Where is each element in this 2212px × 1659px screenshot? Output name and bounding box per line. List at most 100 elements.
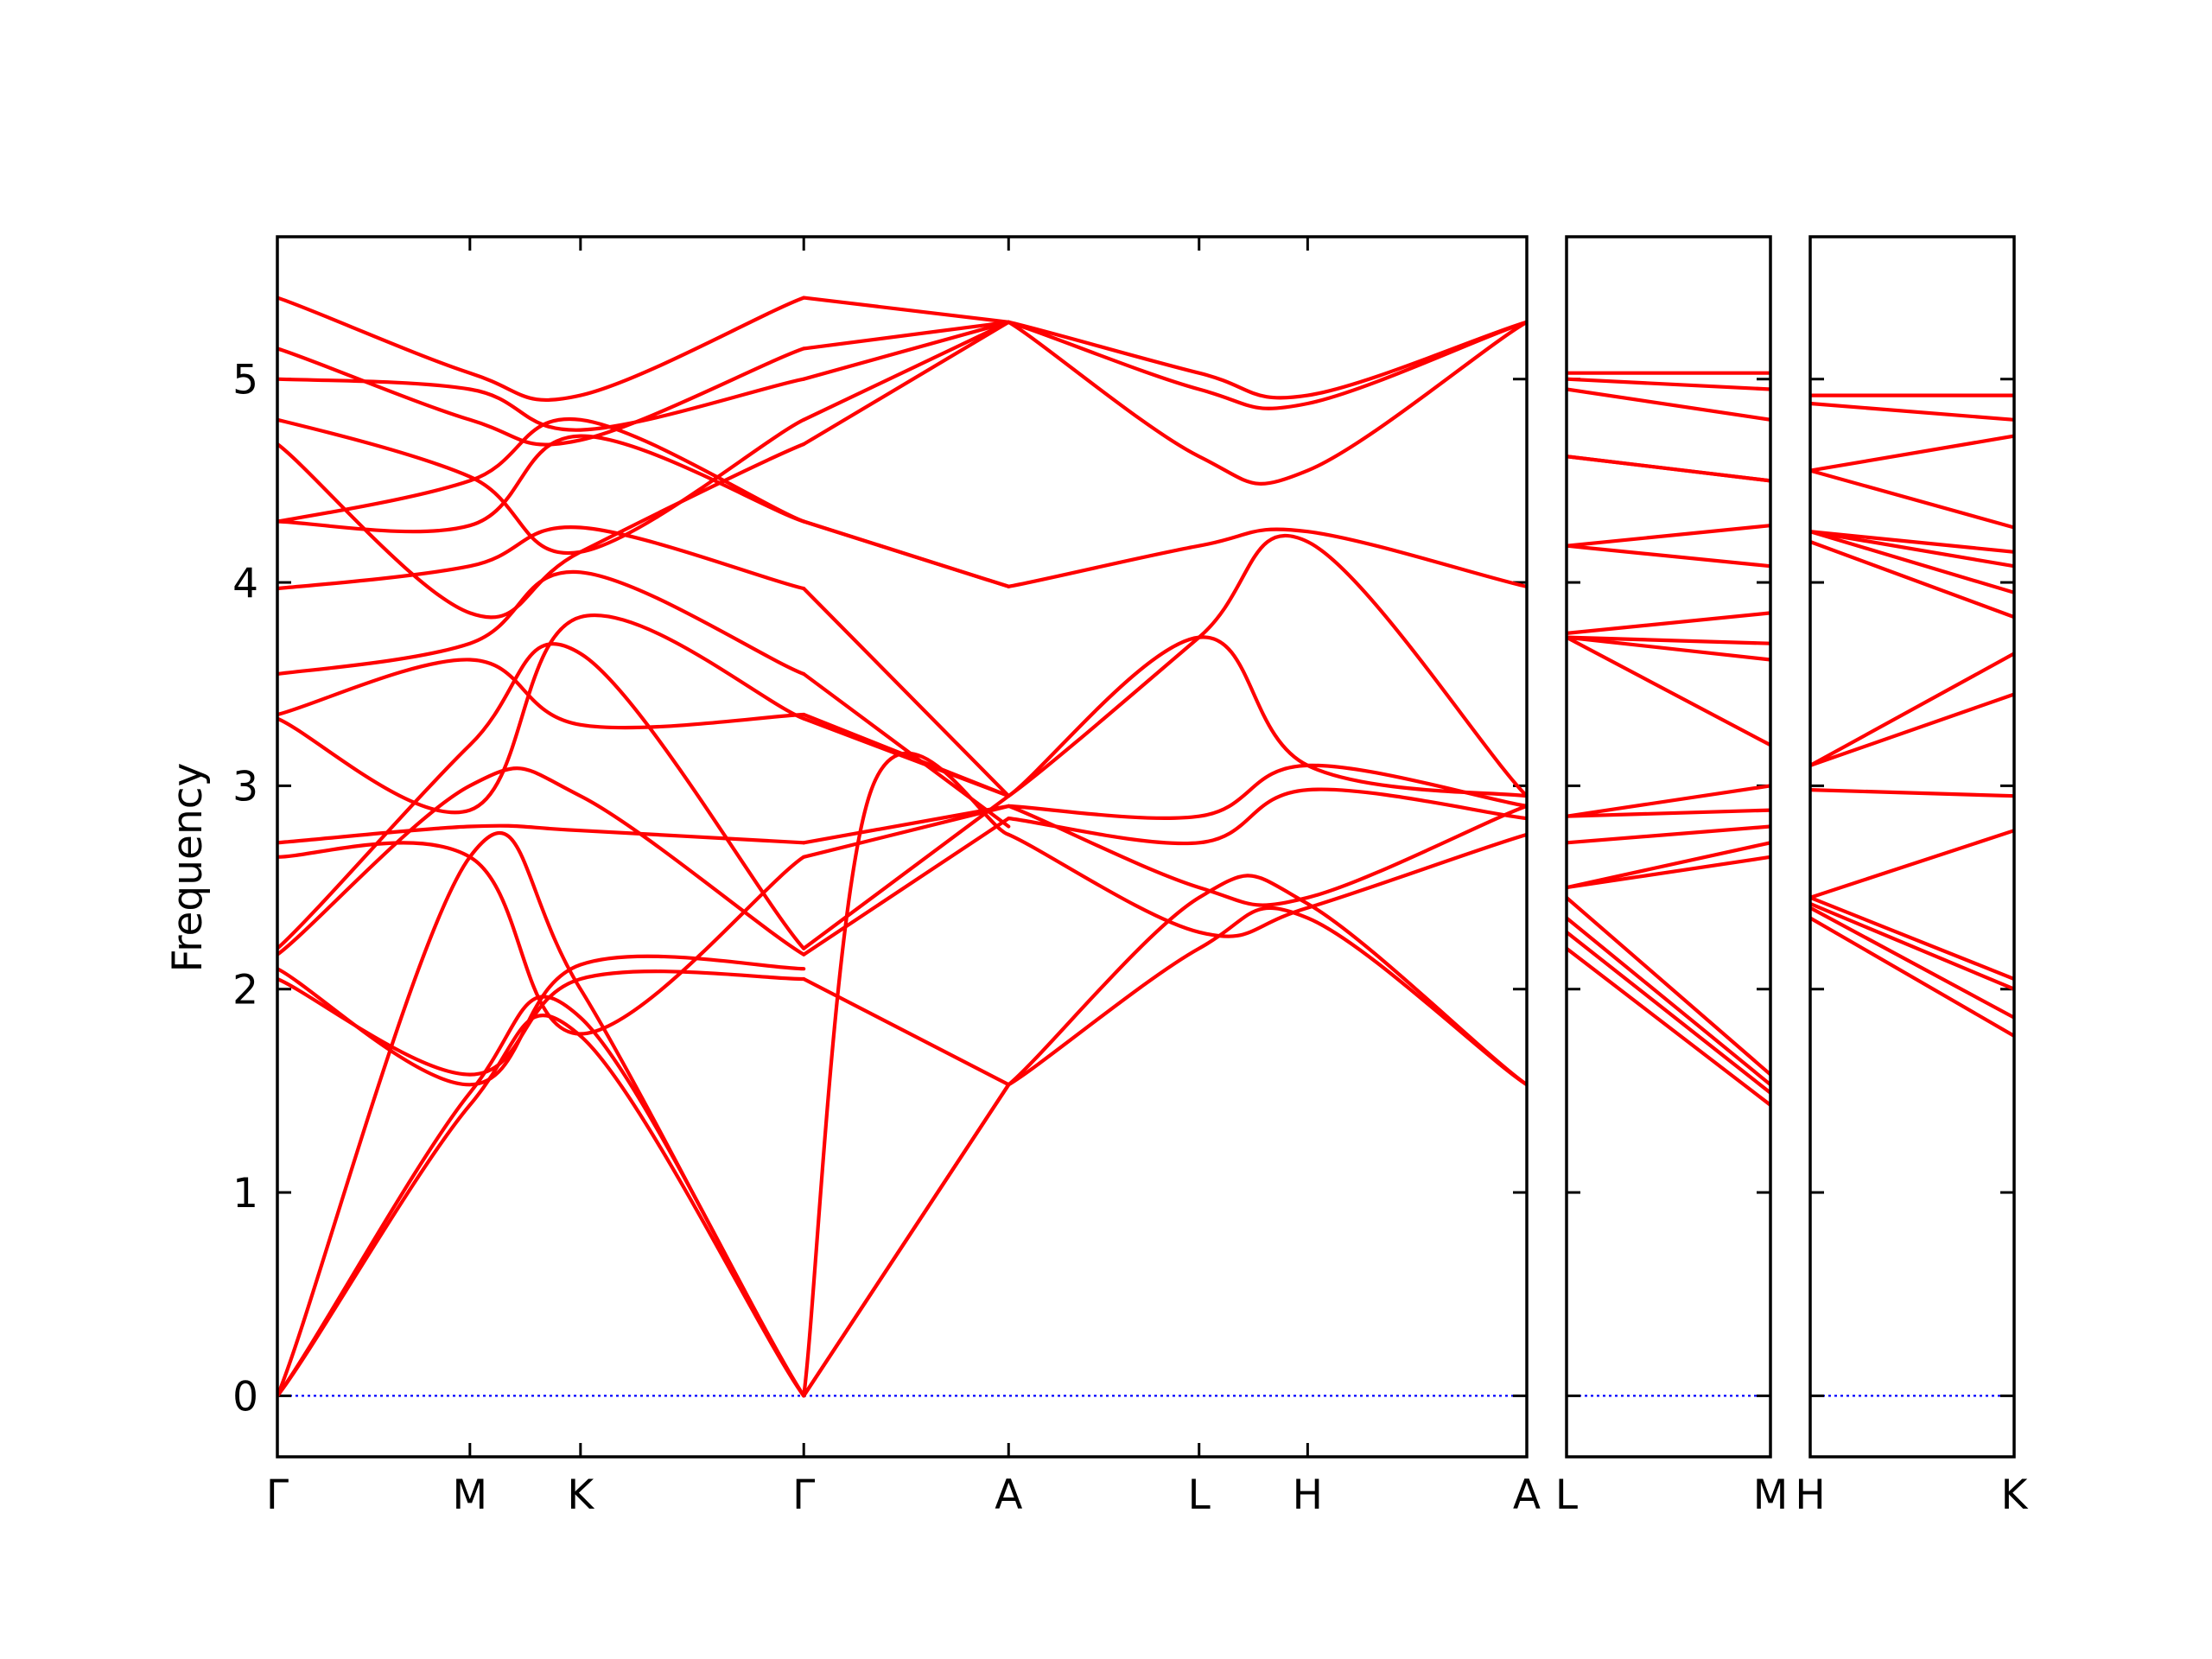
phonon-band-19 bbox=[802, 804, 1011, 845]
phonon-band-14 bbox=[1810, 434, 2014, 473]
phonon-band-13 bbox=[1567, 611, 1770, 635]
x-tick-label: H bbox=[1293, 1471, 1323, 1519]
phonon-band-29 bbox=[802, 519, 1011, 588]
phonon-band-36 bbox=[802, 320, 1011, 422]
phonon-band-10 bbox=[1810, 530, 2014, 594]
phonon-band-9 bbox=[1810, 539, 2014, 620]
x-tick-label: Γ bbox=[792, 1471, 815, 1519]
phonon-band-39 bbox=[802, 296, 1011, 324]
phonon-band-41 bbox=[1007, 874, 1527, 1087]
phonon-band-18 bbox=[1567, 387, 1770, 422]
x-tick-label: H bbox=[1795, 1471, 1825, 1519]
phonon-band-11 bbox=[802, 976, 1011, 1087]
band-group bbox=[1810, 393, 2014, 1038]
phonon-band-3 bbox=[1810, 901, 2014, 991]
phonon-band-51 bbox=[1007, 320, 1527, 400]
phonon-band-18 bbox=[802, 804, 1011, 859]
phonon-band-15 bbox=[277, 823, 806, 845]
phonon-band-35 bbox=[802, 320, 1011, 447]
phonon-band-13 bbox=[1810, 468, 2014, 530]
phonon-band-16 bbox=[277, 613, 806, 815]
phonon-band-19 bbox=[1567, 377, 1770, 391]
y-axis-label: Frequency bbox=[164, 763, 212, 973]
band-group bbox=[1567, 371, 1770, 1107]
phonon-band-10 bbox=[1567, 635, 1770, 747]
phonon-band-10 bbox=[277, 642, 806, 950]
phonon-band-8 bbox=[1567, 808, 1770, 818]
phonon-band-3 bbox=[1567, 916, 1770, 1087]
x-tick-label: M bbox=[1753, 1471, 1789, 1519]
phonon-band-6 bbox=[1810, 788, 2014, 798]
phonon-band-8 bbox=[1810, 652, 2014, 767]
phonon-band-15 bbox=[1567, 524, 1770, 548]
x-tick-label: M bbox=[453, 1471, 488, 1519]
y-tick-label: 0 bbox=[232, 1373, 258, 1421]
phonon-band-1 bbox=[1567, 946, 1770, 1107]
phonon-band-1 bbox=[1810, 916, 2014, 1038]
phonon-band-27 bbox=[802, 587, 1011, 798]
phonon-band-4 bbox=[1567, 895, 1770, 1077]
phonon-band-9 bbox=[1567, 784, 1770, 818]
panel-frame bbox=[276, 235, 1529, 1459]
phonon-band-7 bbox=[1567, 824, 1770, 845]
phonon-band-26 bbox=[802, 671, 1011, 829]
x-tick-label: K bbox=[567, 1471, 594, 1519]
phonon-band-47 bbox=[1007, 534, 1527, 798]
phonon-band-33 bbox=[277, 346, 806, 447]
phonon-band-12 bbox=[1567, 635, 1770, 645]
panel-frame bbox=[1565, 235, 1772, 1459]
phonon-band-34 bbox=[277, 296, 806, 403]
x-tick-label: L bbox=[1555, 1471, 1578, 1519]
phonon-band-24 bbox=[277, 434, 806, 534]
phonon-band-7 bbox=[277, 969, 806, 1077]
phonon-band-4 bbox=[1810, 895, 2014, 982]
phonon-band-2 bbox=[1567, 930, 1770, 1095]
phonon-band-38 bbox=[802, 320, 1011, 351]
panel-1: 0 1 2 3 4 5 Γ M K Γ A L H A bbox=[232, 235, 1541, 1519]
phonon-band-17 bbox=[1567, 454, 1770, 483]
phonon-band-32 bbox=[277, 377, 806, 432]
phonon-band-37 bbox=[802, 320, 1011, 381]
phonon-band-42 bbox=[1007, 832, 1527, 938]
phonon-band-44 bbox=[1007, 804, 1527, 907]
x-tick-label: A bbox=[995, 1471, 1022, 1519]
phonon-band-31 bbox=[277, 417, 806, 556]
phonon-band-49 bbox=[1007, 320, 1527, 486]
phonon-band-48 bbox=[1007, 527, 1527, 588]
phonon-band-12 bbox=[802, 817, 1011, 957]
y-tick-label: 3 bbox=[232, 763, 258, 810]
phonon-band-30 bbox=[277, 442, 806, 620]
phonon-band-21 bbox=[802, 712, 1011, 798]
phonon-band-8 bbox=[277, 954, 806, 1087]
y-tick-label: 1 bbox=[232, 1170, 258, 1217]
x-tick-label: K bbox=[2001, 1471, 2029, 1519]
phonon-band-14 bbox=[1567, 543, 1770, 569]
phonon-band-40 bbox=[1007, 906, 1527, 1087]
phonon-band-17 bbox=[277, 658, 806, 730]
y-tick-label: 2 bbox=[232, 967, 258, 1014]
phonon-band-45 bbox=[1007, 763, 1527, 821]
phonon-band-3 bbox=[277, 831, 806, 1398]
x-tick-label: L bbox=[1188, 1471, 1211, 1519]
phonon-band-9 bbox=[277, 766, 806, 957]
phonon-band-11 bbox=[1567, 635, 1770, 662]
x-tick-label: A bbox=[1513, 1471, 1541, 1519]
phonon-band-7 bbox=[1810, 692, 2014, 767]
phonon-band-6 bbox=[1567, 841, 1770, 890]
phonon-band-5 bbox=[1567, 855, 1770, 890]
phonon-band-15 bbox=[1810, 401, 2014, 422]
phonon-band-5 bbox=[1810, 829, 2014, 899]
phonon-band-23 bbox=[277, 525, 806, 591]
phonon-band-46 bbox=[1007, 635, 1527, 798]
phonon-band-5 bbox=[802, 1083, 1011, 1398]
phonon-band-43 bbox=[1007, 787, 1527, 846]
phonon-band-2 bbox=[277, 995, 806, 1398]
panel-frame bbox=[1808, 235, 2016, 1459]
phonon-band-14 bbox=[277, 841, 806, 1036]
y-tick-label: 4 bbox=[232, 560, 258, 607]
phonon-band-25 bbox=[277, 416, 806, 524]
